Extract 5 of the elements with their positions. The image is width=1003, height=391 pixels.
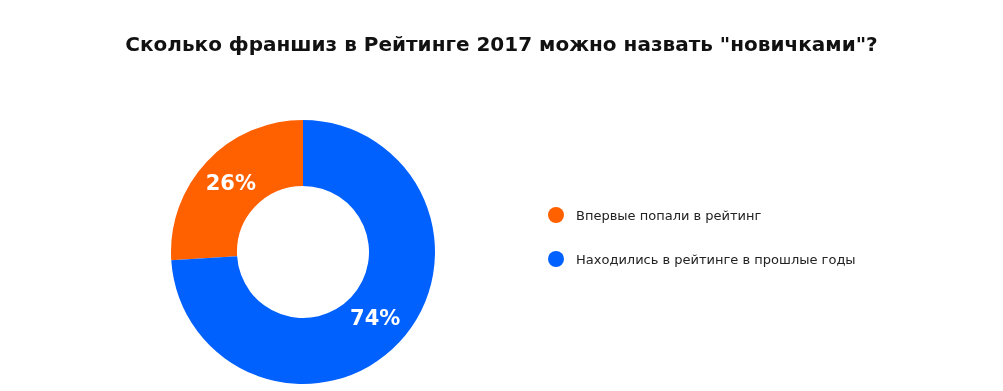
- data-label: 26%: [205, 170, 256, 195]
- chart-title: Сколько франшиз в Рейтинге 2017 можно назвать "новичками"?: [124, 32, 879, 56]
- legend-label: Впервые попали в рейтинг: [576, 207, 762, 223]
- legend-label: Находились в рейтинге в прошлые годы: [576, 251, 856, 267]
- data-label: 74%: [350, 306, 401, 331]
